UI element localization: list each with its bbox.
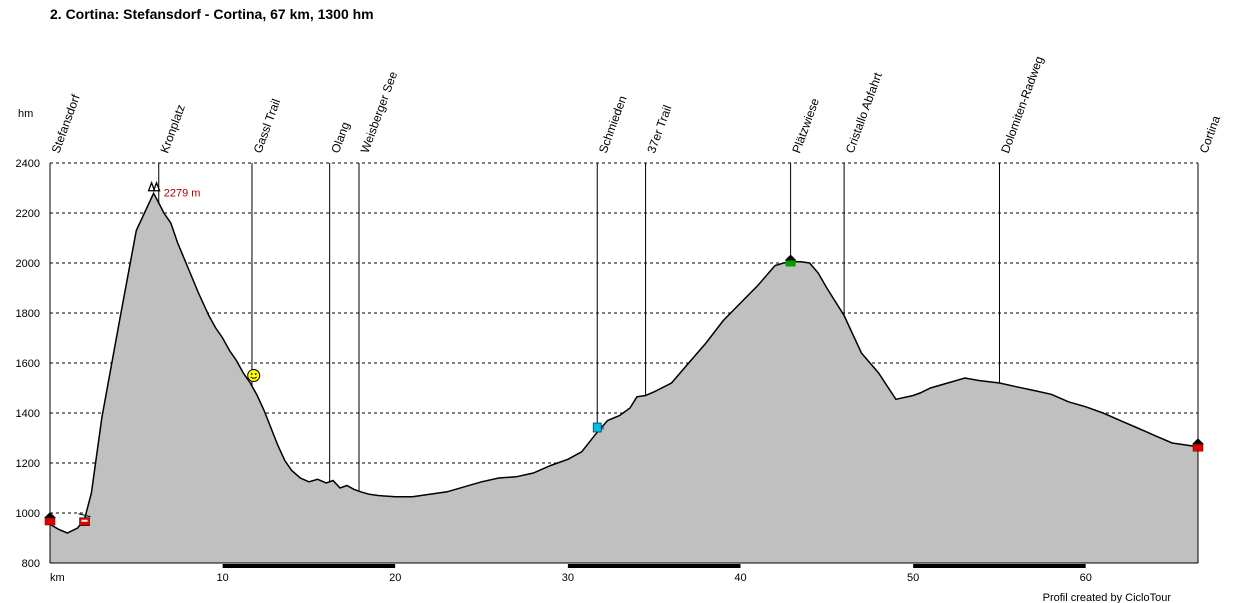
markers: 2279 m <box>44 180 1204 526</box>
y-tick-1000: 1000 <box>16 508 40 520</box>
x-axis-label: km <box>50 572 65 584</box>
smiley-marker <box>247 369 261 382</box>
profile-area <box>49 191 1199 564</box>
waypoint-label: Dolomiten-Radweg <box>998 54 1046 155</box>
waypoint-label: Gassl Trail <box>251 97 284 155</box>
waypoint-label: Cortina <box>1197 114 1223 155</box>
km-band <box>567 564 741 568</box>
waypoint-label: Kronplatz <box>157 103 187 155</box>
x-tick-20: 20 <box>389 572 401 584</box>
axes: 800 1000 1200 1400 1600 1800 2000 2200 2400 10 20 3… <box>16 158 1199 584</box>
profile-line <box>49 191 1199 534</box>
waypoint-label: Stefansdorf <box>49 92 83 155</box>
km-band <box>740 564 914 568</box>
waypoint-label: Olang <box>328 120 352 155</box>
km-band <box>1085 564 1198 568</box>
chart-title: 2. Cortina: Stefansdorf - Cortina, 67 km… <box>50 6 374 22</box>
credit-text: Profil created by CicloTour <box>1043 592 1172 603</box>
waypoint-label: 37er Trail <box>644 103 674 155</box>
y-tick-1400: 1400 <box>16 408 40 420</box>
profile-fill <box>50 193 1198 564</box>
km-band <box>50 564 223 568</box>
y-tick-1200: 1200 <box>16 458 40 470</box>
y-tick-2400: 2400 <box>16 158 40 170</box>
cable-car-marker <box>78 513 91 526</box>
cup-marker <box>592 422 604 433</box>
x-tick-10: 10 <box>217 572 229 584</box>
start-house-marker <box>44 512 56 526</box>
x-tick-50: 50 <box>907 572 919 584</box>
y-axis-label: hm <box>18 108 33 120</box>
waypoint-label: Schmieden <box>596 94 630 155</box>
x-tick-60: 60 <box>1080 572 1092 584</box>
y-tick-1800: 1800 <box>16 308 40 320</box>
peak-label: 2279 m <box>164 187 201 199</box>
y-tick-800: 800 <box>22 558 40 570</box>
km-band <box>913 564 1086 568</box>
summit-marker <box>147 180 161 192</box>
km-band <box>395 564 568 568</box>
waypoint-label: Cristallo Abfahrt <box>843 70 885 155</box>
y-tick-1600: 1600 <box>16 358 40 370</box>
finish-house-marker <box>1192 438 1204 452</box>
x-tick-40: 40 <box>734 572 746 584</box>
km-band <box>222 564 396 568</box>
waypoint-label: Weisberger See <box>358 69 401 155</box>
y-tick-2000: 2000 <box>16 258 40 270</box>
y-tick-2200: 2200 <box>16 208 40 220</box>
waypoint-label: Plätzwiese <box>789 96 822 155</box>
hut-marker <box>784 254 797 267</box>
x-tick-30: 30 <box>562 572 574 584</box>
